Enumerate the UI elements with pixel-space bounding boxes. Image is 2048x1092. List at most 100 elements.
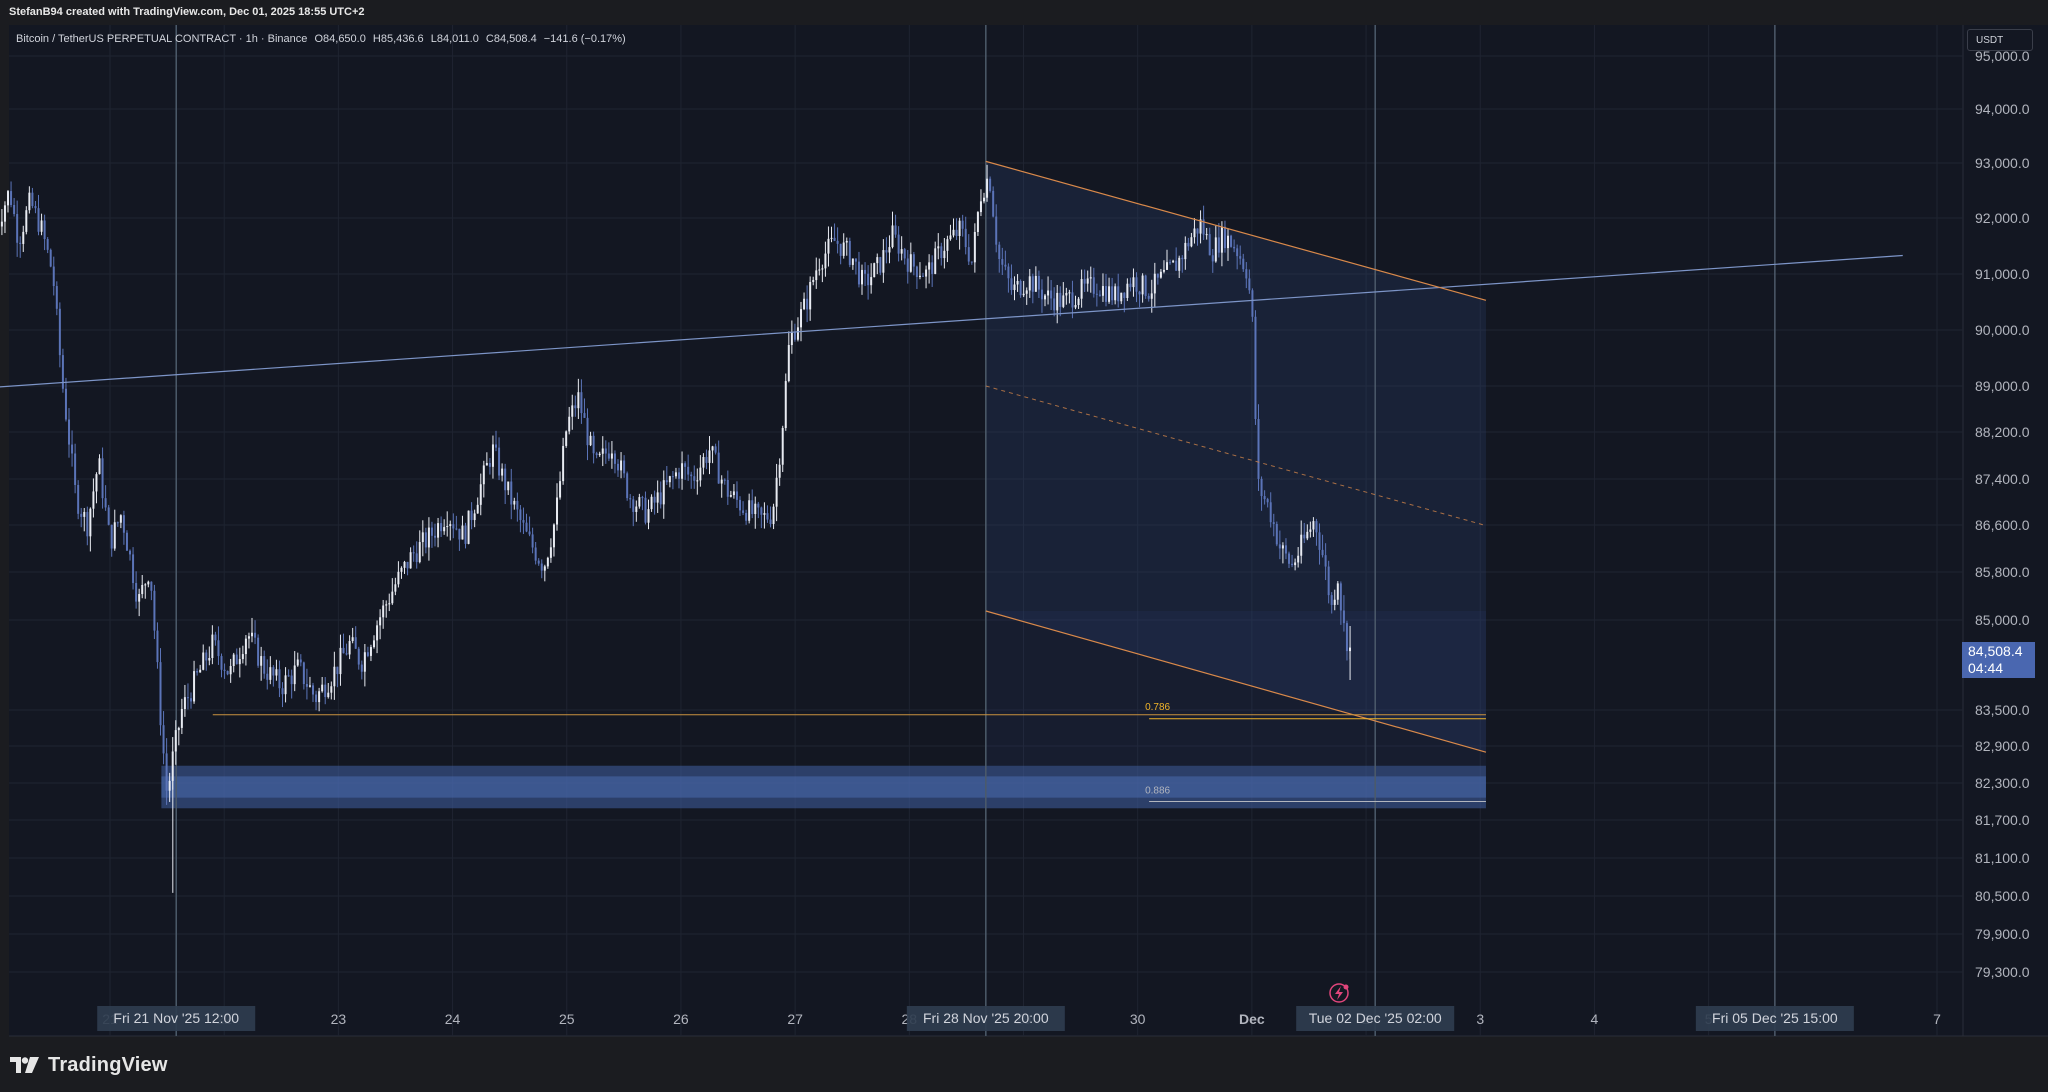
- candle-body: [141, 584, 144, 595]
- candle-body: [769, 519, 772, 525]
- candle-body: [568, 416, 571, 432]
- candle-body: [333, 666, 336, 687]
- candle-body: [473, 513, 476, 521]
- candle-body: [266, 673, 269, 680]
- symbol-legend[interactable]: Bitcoin / TetherUS PERPETUAL CONTRACT · …: [16, 33, 626, 45]
- candle-body: [739, 499, 742, 511]
- candle-body: [391, 591, 394, 604]
- time-tick-label: 30: [1130, 1011, 1146, 1027]
- candle-body: [7, 191, 10, 206]
- candle-body: [1169, 262, 1172, 264]
- price-tick-label: 85,800.0: [1975, 564, 2030, 580]
- candle-body: [55, 286, 58, 309]
- legend-close: C84,508.4: [485, 33, 537, 45]
- candle-body: [68, 419, 71, 445]
- candle-body: [1086, 278, 1089, 284]
- candle-body: [635, 506, 638, 512]
- candle-body: [296, 659, 299, 666]
- fib-level-label: 0.786: [1145, 702, 1170, 713]
- price-tick-label: 88,200.0: [1975, 424, 2030, 440]
- candle-body: [662, 480, 665, 505]
- currency-button[interactable]: USDT: [1967, 29, 2033, 51]
- candle-body: [803, 298, 806, 310]
- candle-body: [424, 532, 427, 548]
- candle-body: [1333, 599, 1336, 605]
- candle-body: [629, 498, 632, 500]
- candle-body: [735, 491, 738, 500]
- candle-body: [1010, 278, 1013, 291]
- candle-body: [168, 780, 171, 791]
- candle-body: [702, 457, 705, 468]
- candle-body: [174, 730, 177, 752]
- candle-body: [626, 473, 629, 499]
- candle-body: [787, 345, 790, 382]
- candle-body: [162, 725, 165, 754]
- candle-body: [147, 581, 150, 585]
- time-tick-label: 26: [673, 1011, 689, 1027]
- candle-body: [373, 640, 376, 648]
- candle-body: [1105, 286, 1108, 302]
- drawings[interactable]: [0, 160, 1903, 753]
- candle-body: [1242, 258, 1245, 270]
- candle-body: [1187, 242, 1190, 247]
- candle-body: [98, 458, 101, 475]
- candle-body: [1257, 418, 1260, 479]
- candle-body: [583, 413, 586, 418]
- candle-body: [748, 500, 751, 521]
- candle-body: [52, 266, 55, 287]
- candle-body: [940, 246, 943, 259]
- candle-body: [159, 662, 162, 726]
- candle-body: [595, 453, 598, 456]
- price-scale[interactable]: [1963, 25, 2048, 1036]
- price-tick-label: 79,300.0: [1975, 964, 2030, 980]
- candle-body: [1220, 226, 1223, 253]
- candle-body: [1129, 283, 1132, 288]
- price-tick-label: 87,400.0: [1975, 471, 2030, 487]
- candle-body: [241, 654, 244, 660]
- candle-body: [510, 481, 513, 505]
- candle-body: [437, 523, 440, 538]
- candle-body: [223, 669, 226, 671]
- candle-body: [229, 666, 232, 675]
- candle-body: [1101, 286, 1104, 296]
- candle-body: [842, 242, 845, 256]
- tradingview-logo[interactable]: TradingView: [10, 1052, 168, 1078]
- candle-body: [998, 244, 1001, 260]
- fibonacci-levels[interactable]: 0.786 0.886: [212, 702, 1486, 802]
- candle-body: [818, 269, 821, 271]
- candle-body: [1193, 228, 1196, 238]
- candle-body: [705, 457, 708, 463]
- candle-body: [388, 603, 391, 605]
- candle-body: [552, 524, 555, 548]
- candle-body: [522, 520, 525, 523]
- candle-body: [1297, 555, 1300, 563]
- candle-body: [348, 641, 351, 655]
- price-tick-label: 92,000.0: [1975, 210, 2030, 226]
- candle-body: [440, 523, 443, 532]
- candle-body: [260, 656, 263, 666]
- candle-body: [1071, 292, 1074, 308]
- candle-body: [430, 527, 433, 536]
- vertical-lines[interactable]: [175, 25, 1776, 1036]
- candle-body: [1309, 529, 1312, 532]
- price-tick-label: 93,000.0: [1975, 155, 2030, 171]
- candle-body: [1098, 294, 1101, 296]
- candle-body: [461, 525, 464, 540]
- candle-body: [1114, 286, 1117, 301]
- candle-body: [1245, 269, 1248, 279]
- candle-body: [839, 243, 842, 256]
- candle-body: [74, 453, 77, 485]
- price-tick-label: 81,700.0: [1975, 812, 2030, 828]
- trendline: [0, 254, 1903, 388]
- candle-body: [312, 685, 315, 695]
- candle-body: [415, 553, 418, 563]
- candle-body: [1230, 235, 1233, 247]
- candle-body: [1278, 544, 1281, 549]
- candle-body: [1083, 279, 1086, 284]
- lightning-icon[interactable]: [1329, 983, 1349, 1003]
- candle-body: [379, 617, 382, 626]
- candle-body: [1294, 562, 1297, 566]
- price-tick-label: 79,900.0: [1975, 926, 2030, 942]
- price-tick-label: 80,500.0: [1975, 888, 2030, 904]
